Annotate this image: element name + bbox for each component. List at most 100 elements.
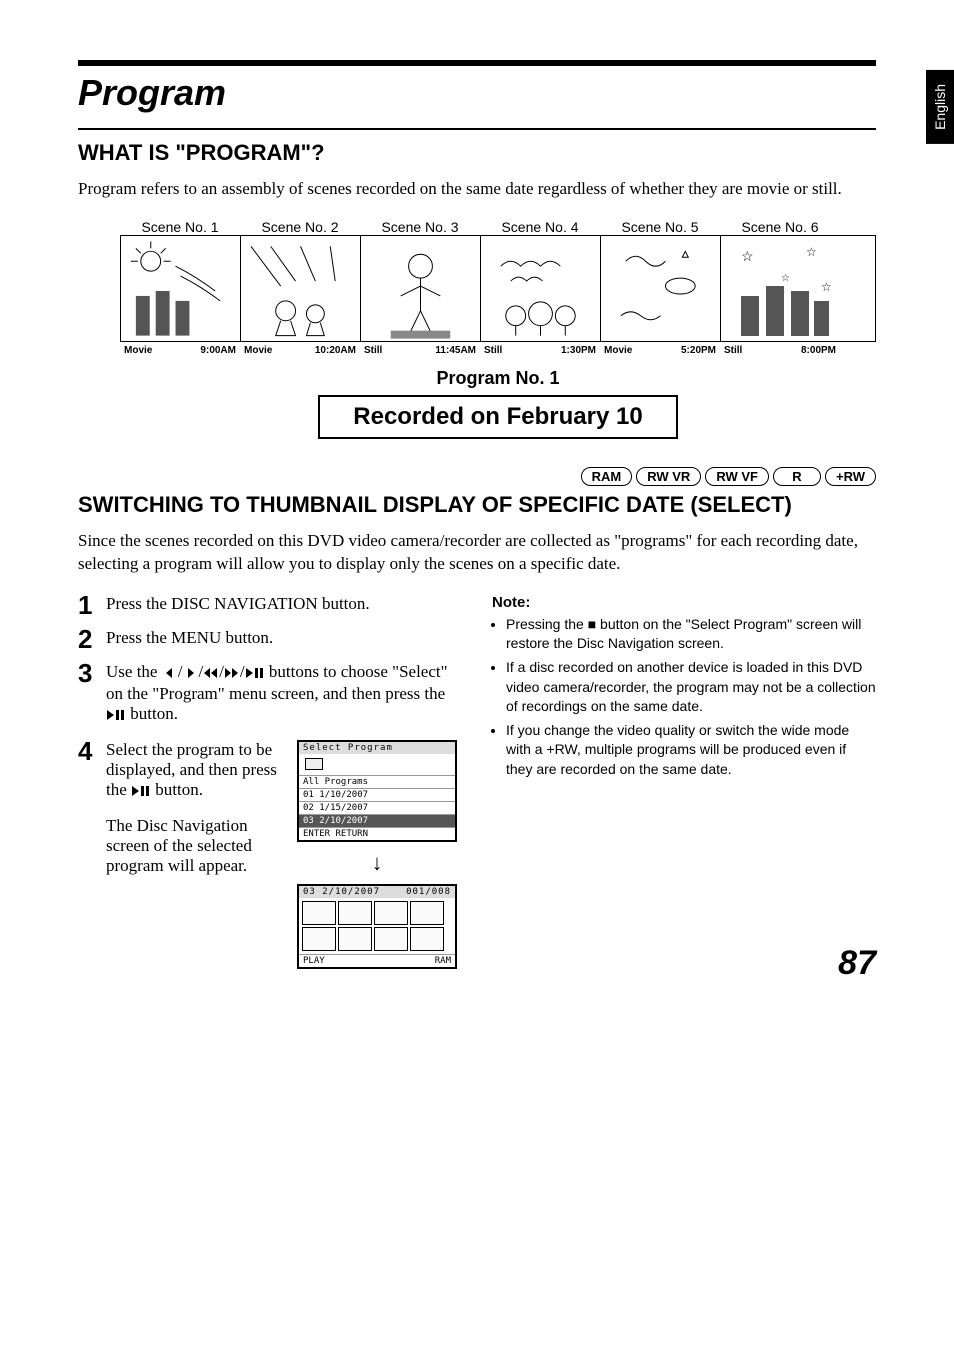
step-number: 4 bbox=[78, 736, 92, 767]
thumb-icon bbox=[305, 758, 323, 770]
step-text: Press the MENU button. bbox=[106, 628, 273, 647]
scene-thumb bbox=[241, 236, 361, 341]
play-pause-icon bbox=[245, 664, 265, 684]
disc-badge: +RW bbox=[825, 467, 876, 486]
svg-text:☆: ☆ bbox=[741, 248, 754, 264]
steps-column: 1 Press the DISC NAVIGATION button. 2 Pr… bbox=[78, 594, 462, 983]
disc-badges: RAM RW VR RW VF R +RW bbox=[78, 467, 876, 486]
note-item: If a disc recorded on another device is … bbox=[506, 658, 876, 717]
thumb bbox=[410, 927, 444, 951]
columns: 1 Press the DISC NAVIGATION button. 2 Pr… bbox=[78, 594, 876, 983]
scene-title: Scene No. 5 bbox=[600, 219, 720, 235]
step-number: 3 bbox=[78, 658, 92, 689]
note-column: Note: Pressing the ■ button on the "Sele… bbox=[492, 594, 876, 983]
step-text: button. bbox=[155, 780, 203, 799]
scene-thumb bbox=[121, 236, 241, 341]
scene-type: Movie bbox=[604, 345, 632, 356]
scene-type: Still bbox=[364, 345, 382, 356]
scene-cap: Movie 5:20PM bbox=[600, 342, 720, 356]
scene-type: Movie bbox=[244, 345, 272, 356]
disc-nav-screen: 03 2/10/2007001/008 bbox=[297, 884, 457, 969]
scene-titles: Scene No. 1 Scene No. 2 Scene No. 3 Scen… bbox=[120, 219, 876, 235]
section1-body: Program refers to an assembly of scenes … bbox=[78, 178, 876, 201]
play-pause-icon bbox=[106, 706, 126, 726]
scene-time: 5:20PM bbox=[681, 345, 716, 356]
step-1: 1 Press the DISC NAVIGATION button. bbox=[78, 594, 462, 614]
scene-time: 11:45AM bbox=[435, 345, 476, 356]
screenshots: Select Program All Programs 01 1/10/2007… bbox=[292, 740, 462, 969]
scene-type: Movie bbox=[124, 345, 152, 356]
scene-time: 8:00PM bbox=[801, 345, 836, 356]
scene-thumb bbox=[601, 236, 721, 341]
scene-title: Scene No. 6 bbox=[720, 219, 840, 235]
scene-cap: Still1:30PM bbox=[480, 342, 600, 356]
svg-text:☆: ☆ bbox=[781, 273, 790, 284]
svg-text:☆: ☆ bbox=[806, 245, 817, 259]
mini-row: 02 1/15/2007 bbox=[299, 801, 455, 814]
scene-type: Still bbox=[724, 345, 742, 356]
section1-heading: WHAT IS "PROGRAM"? bbox=[78, 140, 876, 166]
program-label: Program No. 1 bbox=[120, 368, 876, 389]
step-4: 4 Select the program to be displayed, an… bbox=[78, 740, 462, 969]
step-text: Use the bbox=[106, 662, 162, 681]
step-3: 3 Use the //// buttons to choose "Select… bbox=[78, 662, 462, 726]
disc-badge: RAM bbox=[581, 467, 633, 486]
step-2: 2 Press the MENU button. bbox=[78, 628, 462, 648]
svg-text:☆: ☆ bbox=[821, 280, 832, 294]
scene-thumb bbox=[481, 236, 601, 341]
scene-time: 10:20AM bbox=[315, 345, 356, 356]
thumb bbox=[374, 901, 408, 925]
note-item: If you change the video quality or switc… bbox=[506, 721, 876, 780]
step-text: The Disc Navigation screen of the select… bbox=[106, 816, 252, 875]
mini-row: 01 1/10/2007 bbox=[299, 788, 455, 801]
thumb bbox=[302, 927, 336, 951]
thumb-grid bbox=[299, 898, 455, 954]
scene-cap: Movie 10:20AM bbox=[240, 342, 360, 356]
section2-heading: SWITCHING TO THUMBNAIL DISPLAY OF SPECIF… bbox=[78, 492, 876, 518]
page: Program WHAT IS "PROGRAM"? Program refer… bbox=[0, 0, 954, 1023]
thumb bbox=[338, 901, 372, 925]
divider bbox=[78, 128, 876, 130]
scene-type: Still bbox=[484, 345, 502, 356]
note-list: Pressing the ■ button on the "Select Pro… bbox=[492, 615, 876, 780]
mini-row-selected: 03 2/10/2007 bbox=[299, 814, 455, 827]
top-rule bbox=[78, 60, 876, 66]
scene-cap: Still 8:00PM bbox=[720, 342, 840, 356]
step-number: 2 bbox=[78, 624, 92, 655]
scene-title: Scene No. 1 bbox=[120, 219, 240, 235]
select-program-screen: Select Program All Programs 01 1/10/2007… bbox=[297, 740, 457, 842]
scene-thumb bbox=[361, 236, 481, 341]
thumb bbox=[302, 901, 336, 925]
recorded-on-box: Recorded on February 10 bbox=[318, 395, 678, 439]
mini-title: Select Program bbox=[299, 742, 455, 754]
down-arrow-icon: ↓ bbox=[372, 850, 383, 876]
disc-badge: RW VR bbox=[636, 467, 701, 486]
scene-thumb: ☆ ☆ ☆ ☆ bbox=[721, 236, 841, 341]
thumb bbox=[338, 927, 372, 951]
scene-cap: Still 11:45AM bbox=[360, 342, 480, 356]
mini-header: 03 2/10/2007001/008 bbox=[299, 886, 455, 898]
thumb bbox=[410, 901, 444, 925]
scene-time: 9:00AM bbox=[200, 345, 236, 356]
thumb bbox=[374, 927, 408, 951]
mini-row: All Programs bbox=[299, 775, 455, 788]
scene-strip: Scene No. 1 Scene No. 2 Scene No. 3 Scen… bbox=[120, 219, 876, 439]
scene-title: Scene No. 2 bbox=[240, 219, 360, 235]
note-heading: Note: bbox=[492, 594, 876, 611]
mini-status: ENTER RETURN bbox=[299, 827, 455, 840]
rewind-icon bbox=[203, 664, 219, 684]
note-item: Pressing the ■ button on the "Select Pro… bbox=[506, 615, 876, 654]
section2-body: Since the scenes recorded on this DVD vi… bbox=[78, 530, 876, 576]
scene-title: Scene No. 4 bbox=[480, 219, 600, 235]
step-number: 1 bbox=[78, 590, 92, 621]
fast-forward-icon bbox=[224, 664, 240, 684]
play-pause-icon bbox=[131, 782, 151, 802]
disc-badge: RW VF bbox=[705, 467, 769, 486]
step-text: button. bbox=[130, 704, 178, 723]
scene-title: Scene No. 3 bbox=[360, 219, 480, 235]
mini-status: PLAYRAM bbox=[299, 954, 455, 967]
next-track-icon bbox=[182, 664, 198, 684]
disc-badge: R bbox=[773, 467, 821, 486]
step-text: Press the DISC NAVIGATION button. bbox=[106, 594, 370, 613]
scene-cap: Movie 9:00AM bbox=[120, 342, 240, 356]
